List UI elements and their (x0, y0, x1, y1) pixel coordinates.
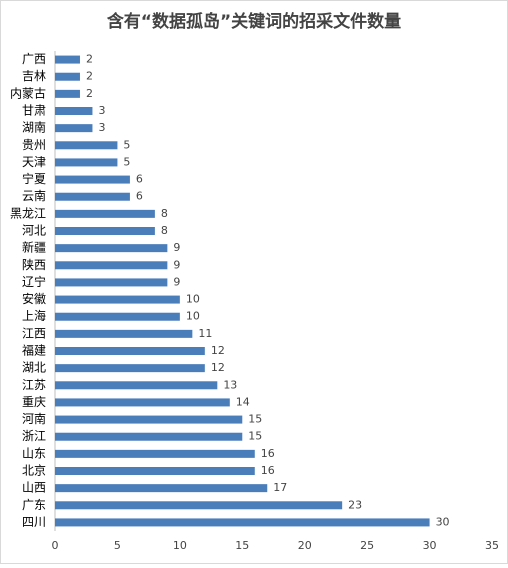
y-tick-label: 重庆 (22, 395, 46, 409)
bar (55, 484, 268, 493)
y-tick-label: 江苏 (22, 378, 46, 392)
y-tick-label: 内蒙古 (10, 85, 46, 100)
x-tick-label: 25 (360, 539, 374, 552)
x-tick-label: 15 (235, 539, 249, 552)
data-label: 30 (436, 515, 450, 528)
bar (55, 501, 343, 510)
x-tick-label: 20 (298, 539, 312, 552)
y-tick-label: 河南 (22, 411, 46, 426)
y-tick-label: 河北 (22, 224, 46, 238)
bar (55, 415, 243, 424)
data-label: 9 (173, 258, 180, 271)
data-label: 9 (173, 275, 180, 288)
data-label: 5 (123, 138, 130, 151)
data-label: 16 (261, 464, 275, 477)
y-tick-label: 山东 (22, 446, 46, 460)
bar (55, 278, 168, 287)
bar (55, 449, 255, 458)
y-tick-label: 北京 (22, 464, 46, 478)
data-label: 10 (186, 310, 200, 323)
x-tick-label: 5 (114, 539, 121, 552)
data-label: 8 (161, 224, 168, 237)
data-label: 11 (198, 327, 212, 340)
data-label: 2 (86, 53, 93, 66)
bar (55, 398, 230, 407)
bar (55, 55, 80, 64)
bar (55, 347, 205, 355)
chart-title: 含有“数据孤岛”关键词的招采文件数量 (107, 11, 401, 32)
data-label: 9 (173, 241, 180, 254)
data-label: 8 (161, 207, 168, 220)
data-label: 2 (86, 70, 93, 83)
bar (55, 244, 168, 253)
y-tick-label: 湖北 (22, 360, 46, 375)
bar (55, 141, 118, 150)
y-tick-label: 辽宁 (22, 274, 46, 289)
y-tick-label: 新疆 (22, 240, 46, 255)
y-tick-label: 吉林 (22, 69, 46, 83)
bar (55, 124, 93, 133)
bar (55, 432, 243, 441)
data-label: 10 (186, 293, 200, 306)
x-tick-label: 35 (485, 539, 499, 552)
y-tick-label: 天津 (22, 155, 46, 169)
data-label: 12 (211, 361, 225, 374)
y-tick-label: 广东 (22, 498, 46, 512)
data-label: 14 (236, 395, 250, 408)
y-tick-label: 贵州 (22, 138, 46, 152)
y-tick-label: 山西 (22, 481, 46, 495)
bar (55, 192, 130, 201)
data-label: 6 (136, 190, 143, 203)
y-tick-label: 湖南 (22, 120, 46, 135)
bar (55, 158, 118, 167)
data-label: 3 (98, 121, 105, 134)
bar (55, 209, 155, 218)
y-tick-label: 黑龙江 (10, 206, 46, 220)
y-tick-label: 上海 (22, 308, 46, 323)
y-tick-label: 浙江 (22, 429, 46, 443)
data-label: 17 (273, 481, 287, 494)
bar (55, 175, 130, 184)
bar (55, 72, 80, 81)
data-label: 23 (348, 498, 362, 511)
bar (55, 295, 180, 304)
y-tick-label: 广西 (22, 52, 46, 66)
y-tick-label: 云南 (22, 188, 46, 203)
y-tick-label: 福建 (22, 343, 46, 358)
bar (55, 261, 168, 270)
data-label: 13 (223, 378, 237, 391)
x-tick-label: 0 (52, 539, 59, 552)
y-tick-label: 陕西 (22, 257, 46, 272)
data-label: 15 (248, 430, 262, 443)
y-tick-label: 江西 (22, 326, 46, 340)
bar (55, 227, 155, 235)
y-tick-label: 甘肃 (22, 104, 46, 118)
data-label: 15 (248, 413, 262, 426)
y-tick-label: 四川 (22, 515, 46, 529)
data-label: 12 (211, 344, 225, 357)
bar (55, 329, 193, 338)
data-label: 2 (86, 87, 93, 100)
x-tick-label: 10 (173, 539, 187, 552)
data-label: 5 (123, 155, 130, 168)
data-label: 3 (98, 104, 105, 117)
bar (55, 467, 255, 475)
data-label: 16 (261, 447, 275, 460)
bar (55, 107, 93, 115)
y-tick-label: 安徽 (22, 291, 46, 306)
bar (55, 312, 180, 321)
bar (55, 518, 430, 527)
bar (55, 89, 80, 98)
y-tick-label: 宁夏 (22, 171, 46, 186)
data-label: 6 (136, 173, 143, 186)
x-tick-label: 30 (423, 539, 437, 552)
bar (55, 381, 218, 390)
bar (55, 364, 205, 373)
